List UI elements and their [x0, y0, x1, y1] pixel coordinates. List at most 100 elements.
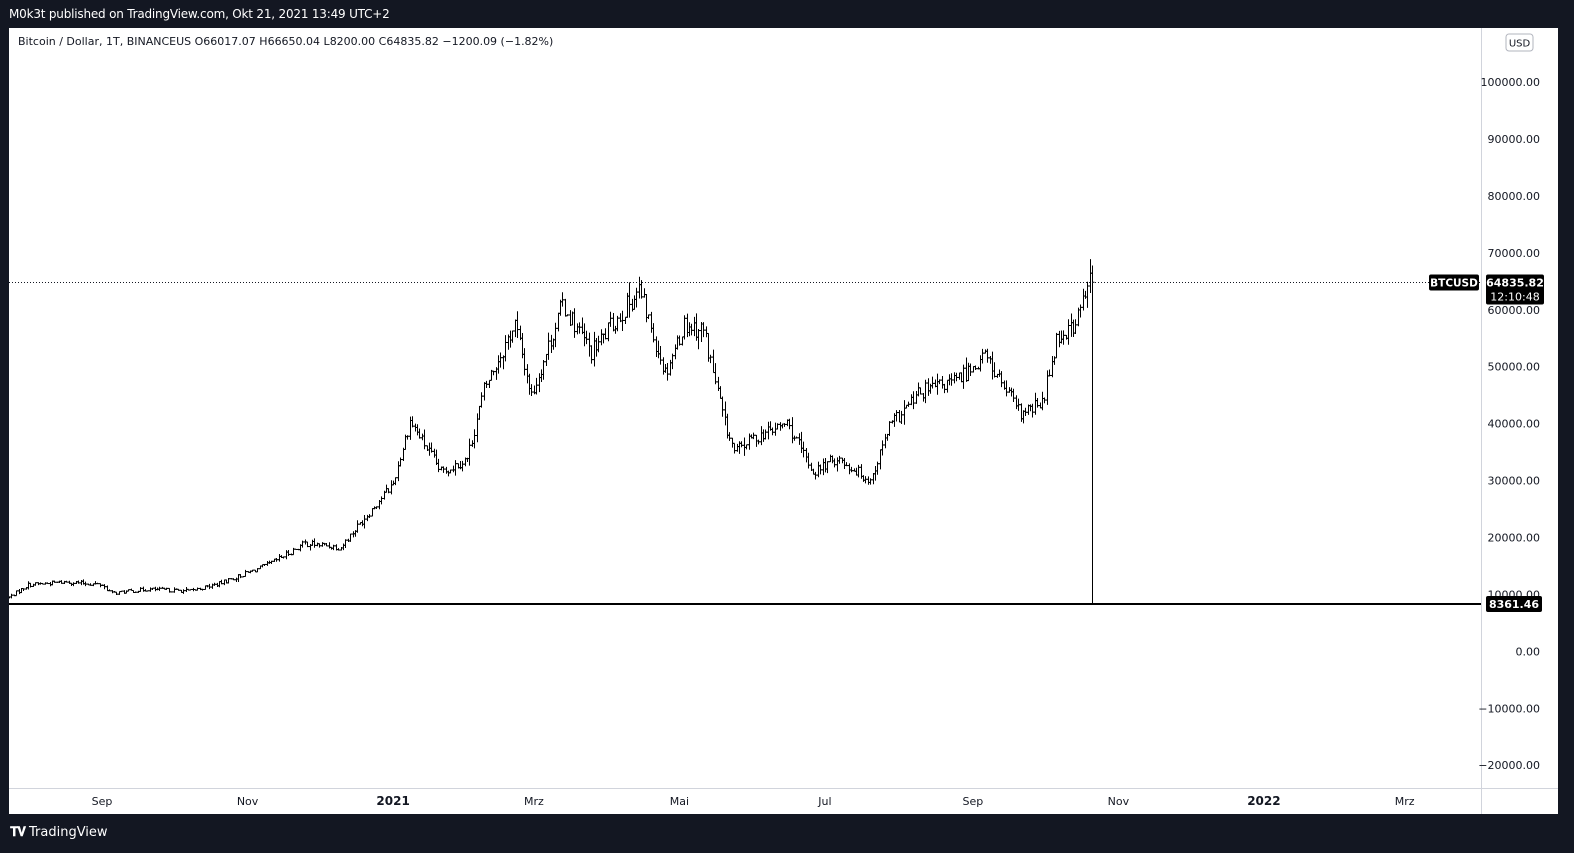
- ohlc-bar: [584, 330, 589, 345]
- ohlc-bar: [821, 458, 826, 476]
- x-tick-label: Jul: [817, 795, 831, 808]
- x-tick-label: Mai: [670, 795, 689, 808]
- ohlc-bar: [172, 587, 177, 593]
- ohlc-bar: [992, 362, 997, 378]
- ohlc-bar: [312, 538, 317, 548]
- ohlc-bar: [482, 382, 487, 401]
- ohlc-bar: [632, 295, 637, 310]
- ohlc-bar: [945, 379, 950, 393]
- ohlc-bar: [467, 438, 472, 466]
- ohlc-bar: [601, 333, 606, 344]
- ohlc-bar: [577, 322, 582, 334]
- ohlc-bar: [549, 334, 554, 354]
- ohlc-bar: [527, 373, 532, 395]
- tradingview-logo[interactable]: 𝐓𝐕 TradingView: [10, 825, 108, 840]
- ohlc-bar: [909, 394, 914, 406]
- ohlc-bar: [563, 298, 568, 317]
- ohlc-bar: [436, 458, 441, 473]
- ohlc-bar: [475, 413, 480, 443]
- ohlc-bar: [930, 376, 935, 389]
- ohlc-bar: [751, 432, 756, 440]
- ohlc-bar: [770, 427, 775, 436]
- ohlc-bar: [1021, 410, 1026, 424]
- ohlc-bar: [694, 313, 699, 341]
- ohlc-bar: [606, 322, 611, 342]
- ohlc-bar: [720, 396, 725, 417]
- ohlc-bar: [575, 323, 580, 335]
- ohlc-bar: [207, 583, 212, 590]
- ohlc-bar: [417, 428, 422, 439]
- ohlc-bar: [508, 330, 513, 348]
- ohlc-bar: [1073, 319, 1078, 334]
- symbol-label-box: [1429, 274, 1479, 291]
- y-tick-label: 40000.00: [1488, 418, 1541, 431]
- chart-area[interactable]: 100000.00 90000.00 80000.00 70000.00 60000.0…: [9, 28, 1558, 814]
- ohlc-bar: [847, 463, 852, 475]
- ohlc-bar: [432, 448, 437, 458]
- ohlc-bar: [477, 405, 482, 420]
- ohlc-bar: [153, 586, 158, 592]
- ohlc-bar: [379, 496, 384, 505]
- bar-countdown: 12:10:48: [1490, 291, 1539, 304]
- ohlc-bar: [952, 372, 957, 384]
- ohlc-bar: [236, 574, 241, 583]
- currency-badge[interactable]: [1505, 33, 1534, 52]
- ohlc-bar: [718, 386, 723, 399]
- ohlc-bar: [978, 355, 983, 372]
- ohlc-bar: [911, 391, 916, 410]
- ohlc-bar: [947, 374, 952, 386]
- ohlc-bar: [866, 476, 871, 485]
- ohlc-bar: [763, 429, 768, 440]
- ohlc-bar: [985, 348, 990, 363]
- ohlc-chart[interactable]: 100000.00 90000.00 80000.00 70000.00 60000.0…: [9, 28, 1558, 814]
- ohlc-bar: [778, 422, 783, 431]
- ohlc-bar: [739, 441, 744, 448]
- ohlc-bar: [799, 431, 804, 454]
- y-tick-label: 20000.00: [1488, 532, 1541, 545]
- ohlc-bar: [642, 288, 647, 298]
- horizontal-line-tag: [1486, 596, 1542, 612]
- ohlc-bar: [592, 331, 597, 367]
- ohlc-bar: [537, 373, 542, 393]
- tradingview-brand: TradingView: [29, 825, 108, 840]
- ohlc-bar: [759, 426, 764, 446]
- ohlc-bar: [427, 442, 432, 456]
- y-tick-label: 70000.00: [1488, 247, 1541, 260]
- ohlc-bar: [813, 471, 818, 480]
- ohlc-bar: [699, 321, 704, 342]
- ohlc-bar: [894, 410, 899, 422]
- ohlc-bar: [460, 460, 465, 472]
- ohlc-bar: [732, 442, 737, 454]
- x-tick-label: 2022: [1247, 794, 1280, 808]
- ohlc-bar: [525, 364, 530, 384]
- ohlc-bar: [957, 372, 962, 380]
- ohlc-bar: [587, 332, 592, 357]
- ohlc-bar: [627, 282, 632, 318]
- ohlc-bar: [704, 326, 709, 338]
- ohlc-bar: [916, 382, 921, 397]
- ohlc-bar: [348, 533, 353, 542]
- ohlc-bar: [515, 311, 520, 338]
- legend-change: −1200.09 (−1.82%): [439, 35, 553, 48]
- legend-low: L8200.00: [320, 35, 375, 48]
- ohlc-bar: [964, 357, 969, 382]
- ohlc-bar: [716, 376, 721, 391]
- y-tick-label: 0.00: [1516, 645, 1541, 658]
- horizontal-line-value: 8361.46: [1489, 598, 1539, 611]
- ohlc-bar: [706, 332, 711, 362]
- ohlc-bar: [351, 531, 356, 538]
- ohlc-bar: [685, 313, 690, 338]
- x-tick-label: Nov: [237, 795, 259, 808]
- ohlc-bar: [634, 287, 639, 308]
- publisher-header: M0k3t published on TradingView.com, Okt …: [0, 0, 1574, 28]
- ohlc-bar: [988, 356, 993, 364]
- ohlc-bar: [346, 538, 351, 542]
- ohlc-bar: [195, 587, 200, 591]
- y-tick-label: 30000.00: [1488, 475, 1541, 488]
- ohlc-bar: [735, 443, 740, 452]
- ohlc-bar: [816, 461, 821, 478]
- y-tick-label: 80000.00: [1488, 190, 1541, 203]
- ohlc-bar: [880, 440, 885, 456]
- ohlc-bar: [498, 352, 503, 368]
- ohlc-bar: [580, 317, 585, 335]
